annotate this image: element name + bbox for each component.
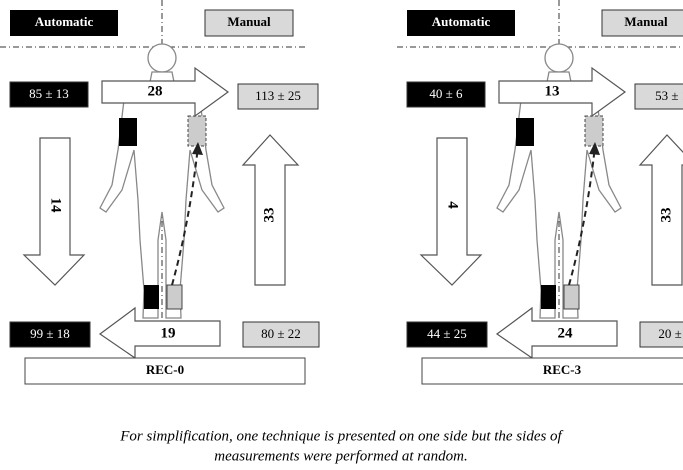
arrow-left-label: 14 xyxy=(48,198,64,214)
arrow-top-label: 13 xyxy=(545,83,560,99)
arrow-bottom-label: 24 xyxy=(558,325,574,341)
dashed-link xyxy=(171,145,199,286)
dashed-link xyxy=(568,145,596,286)
cuff-ankle-manual xyxy=(563,284,580,310)
arrow-bottom-label: 19 xyxy=(161,325,176,341)
arrow-right xyxy=(241,134,300,286)
panel: Automatic Manual 40 ± 6 53 ± 12 44 ± 25 20 ± … xyxy=(397,0,683,385)
panel: Automatic Manual 85 ± 13 113 ± 25 99 ± 18 80 … xyxy=(0,0,320,385)
manual-label: Manual xyxy=(624,14,668,29)
arrow-top xyxy=(101,66,230,118)
value-box xyxy=(406,81,486,108)
value-box xyxy=(639,321,683,348)
arrow-top-label: 28 xyxy=(148,83,163,99)
value-box xyxy=(406,321,488,348)
cuff-arm-manual xyxy=(187,115,207,147)
dashed-link-head xyxy=(192,142,203,155)
cuff-ankle-automatic xyxy=(144,285,159,309)
cuff-arm-automatic xyxy=(516,118,534,146)
cuff-ankle-automatic xyxy=(541,285,556,309)
arrow-top xyxy=(498,66,627,118)
value-label: 85 ± 13 xyxy=(29,86,69,101)
panel-label: REC-3 xyxy=(543,362,582,377)
value-box xyxy=(237,83,319,110)
panel-label: REC-0 xyxy=(146,362,184,377)
cuff-arm-automatic xyxy=(119,118,137,146)
panel-label-box xyxy=(24,357,306,385)
figure-head xyxy=(147,43,177,73)
arrow-right-label: 33 xyxy=(658,208,674,223)
automatic-label: Automatic xyxy=(432,14,491,29)
manual-label: Manual xyxy=(227,14,271,29)
caption-line: For simplification, one technique is pre… xyxy=(119,428,563,444)
arrow-left xyxy=(22,137,86,286)
value-box xyxy=(9,81,89,108)
arrow-right xyxy=(638,134,683,286)
caption-line: measurements were performed at random. xyxy=(214,448,467,464)
value-box xyxy=(9,321,91,348)
arrow-right-label: 33 xyxy=(261,208,277,223)
value-box xyxy=(634,83,683,110)
manual-box xyxy=(601,9,683,37)
manual-box xyxy=(204,9,294,37)
arrow-left-label: 4 xyxy=(445,201,461,209)
figure-head xyxy=(544,43,574,73)
value-label: 40 ± 6 xyxy=(429,86,463,101)
panels: Automatic Manual 85 ± 13 113 ± 25 99 ± 18 80 … xyxy=(0,0,683,385)
value-label: 44 ± 25 xyxy=(427,326,467,341)
value-box xyxy=(242,321,320,348)
value-label: 53 ± 12 xyxy=(655,88,683,103)
automatic-box xyxy=(407,10,515,36)
cuff-arm-manual xyxy=(584,115,604,147)
panel-label-box xyxy=(421,357,683,385)
arrow-bottom xyxy=(495,306,618,360)
arrow-left xyxy=(419,137,483,286)
automatic-label: Automatic xyxy=(35,14,94,29)
value-label: 20 ± 11 xyxy=(658,326,683,341)
automatic-box xyxy=(10,10,118,36)
cuff-ankle-manual xyxy=(166,284,183,310)
arrow-bottom xyxy=(98,306,221,360)
value-label: 99 ± 18 xyxy=(30,326,70,341)
value-label: 80 ± 22 xyxy=(261,326,301,341)
dashed-link-head xyxy=(589,142,600,155)
value-label: 113 ± 25 xyxy=(255,88,301,103)
